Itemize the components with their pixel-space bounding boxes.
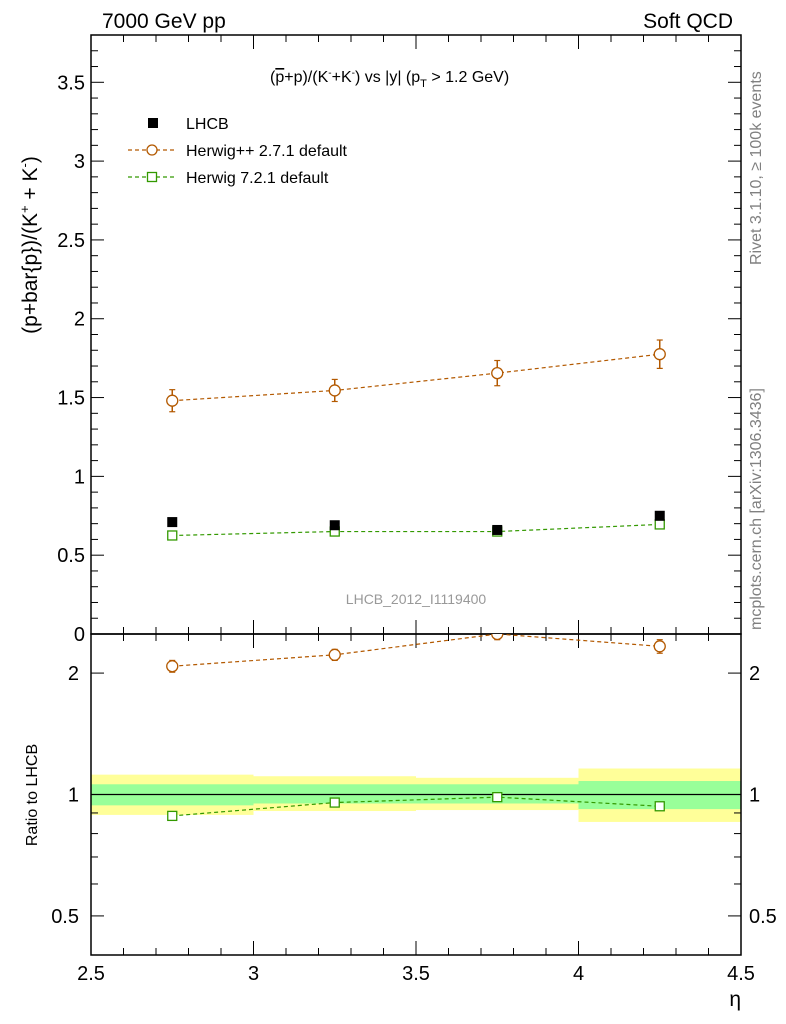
xtick-label: 3: [248, 963, 259, 985]
main-ytick-label: 3: [74, 151, 85, 173]
xtick-label: 3.5: [402, 963, 430, 985]
ratio-bands: [91, 768, 741, 822]
analysis-id: LHCB_2012_I1119400: [346, 591, 487, 607]
header-right: Soft QCD: [643, 10, 733, 33]
ratio-ytick-label-right: 2: [749, 663, 760, 685]
ratio-herwigpp-point: [328, 648, 341, 661]
herwigpp-point: [653, 348, 666, 361]
xtick-label: 2.5: [77, 963, 105, 985]
x-axis-label: η: [729, 988, 741, 1011]
ratio-herwigpp-point: [653, 640, 666, 653]
ratio-ytick-label-left: 1: [68, 785, 79, 807]
ratio-ytick-label-right: 1: [749, 785, 760, 807]
lhcb-point: [329, 520, 340, 531]
lhcb-point: [492, 524, 503, 535]
main-ytick-label: 0: [74, 624, 85, 646]
ratio-herwig7-line: [172, 796, 660, 817]
ratio-herwig7-point: [492, 791, 503, 803]
herwigpp-point: [491, 366, 504, 380]
main-ytick-label: 2: [74, 309, 85, 331]
main-ytick-label: 1.5: [57, 388, 85, 410]
ratio-ytick-label-right: 0.5: [749, 906, 777, 928]
herwigpp-line: [172, 353, 660, 402]
legend-marker-herwig7: [146, 171, 158, 183]
rivet-label: Rivet 3.1.10, ≥ 100k events: [748, 71, 765, 265]
legend-label-lhcb: LHCB: [186, 116, 229, 133]
legend-label-herwig7: Herwig 7.2.1 default: [186, 170, 329, 187]
herwig7-point: [167, 530, 178, 541]
herwig7-line: [172, 523, 660, 537]
herwigpp-point: [328, 384, 341, 397]
ratio-herwigpp-series: [166, 634, 666, 673]
ratio-panel: 2.5 3 3.5 4 4.5 0.5 0.5 1 1 2 2: [51, 633, 777, 985]
ratio-ytick-label-left: 2: [68, 663, 79, 685]
lhcb-point: [654, 510, 665, 521]
ratio-herwig7-point: [654, 801, 665, 812]
xtick-label: 4: [573, 963, 584, 985]
legend-label-herwigpp: Herwig++ 2.7.1 default: [186, 143, 348, 160]
header-left: 7000 GeV pp: [102, 10, 226, 33]
ratio-herwigpp-line: [172, 634, 660, 667]
mcplots-label: mcplots.cern.ch [arXiv:1306.3436]: [748, 388, 765, 630]
ratio-ytick-label-left: 0.5: [51, 906, 79, 928]
ratio-herwig7-point: [329, 797, 340, 808]
main-panel: 0 0.5 1 1.5 2 2.5 3 3.5: [57, 34, 742, 646]
main-ytick-label: 3.5: [57, 72, 85, 94]
ratio-herwig7-point: [167, 810, 178, 822]
herwig7-series: [167, 519, 665, 541]
ratio-herwig7-series: [167, 791, 665, 822]
legend-marker-lhcb: [148, 118, 158, 128]
main-ytick-label: 1: [74, 466, 85, 488]
legend: LHCB Herwig++ 2.7.1 default Herwig 7.2.1…: [128, 116, 348, 187]
legend-marker-herwigpp: [146, 144, 158, 156]
ratio-herwigpp-point: [166, 660, 179, 673]
plot-title: (p+p)/(K-+K-) vs |y| (pT > 1.2 GeV): [270, 68, 509, 90]
herwig7-point: [654, 519, 665, 530]
xtick-label: 4.5: [727, 963, 755, 985]
lhcb-series: [167, 510, 665, 535]
y-axis-label-main: (p+bar{p})/(K+ + K-): [17, 156, 42, 334]
main-ytick-label: 2.5: [57, 230, 85, 252]
y-axis-label-ratio: Ratio to LHCB: [24, 744, 41, 846]
herwigpp-series: [166, 339, 666, 413]
ratio-herwigpp-point: [491, 634, 504, 641]
main-ytick-label: 0.5: [57, 545, 85, 567]
herwigpp-point: [166, 394, 179, 407]
lhcb-point: [167, 517, 178, 528]
